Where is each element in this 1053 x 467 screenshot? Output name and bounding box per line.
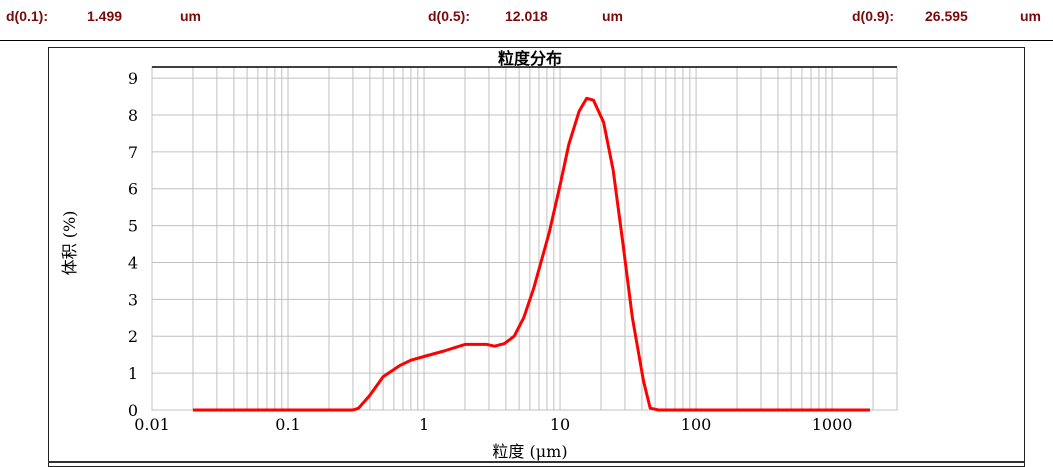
y-tick-label: 6 [128, 180, 138, 199]
d90-label: d(0.9): [852, 8, 894, 24]
d50-unit: um [602, 8, 623, 24]
d10-unit: um [180, 8, 201, 24]
y-tick-label: 9 [128, 69, 138, 88]
plot-area [151, 66, 898, 411]
y-tick-label: 2 [128, 327, 138, 346]
y-tick-label: 8 [128, 106, 138, 125]
d10-label: d(0.1): [6, 8, 48, 24]
y-tick-label: 3 [128, 290, 138, 309]
y-tick-label: 0 [128, 401, 138, 420]
y-tick-label: 5 [128, 217, 138, 236]
d90-value: 26.595 [925, 8, 968, 24]
distribution-curve [192, 96, 870, 412]
y-tick-label: 7 [128, 143, 138, 162]
x-tick-label: 100 [681, 415, 712, 434]
x-tick-label: 0.1 [275, 415, 300, 434]
y-tick-label: 1 [128, 364, 138, 383]
y-axis-label: 体积 (%) [60, 211, 79, 276]
x-tick-label: 1000 [812, 415, 853, 434]
header-divider [0, 40, 1053, 41]
y-tick-label: 4 [128, 253, 138, 272]
d10-value: 1.499 [87, 8, 123, 24]
x-axis-label: 粒度 (μm) [492, 442, 567, 461]
footer-divider [48, 461, 1025, 463]
d50-value: 12.018 [505, 8, 548, 24]
x-tick-label: 10 [550, 415, 570, 434]
chart-title: 粒度分布 [498, 49, 562, 68]
d90-unit: um [1020, 8, 1041, 24]
x-tick-label: 0.01 [134, 415, 170, 434]
d50-label: d(0.5): [428, 8, 470, 24]
x-tick-label: 1 [419, 415, 429, 434]
